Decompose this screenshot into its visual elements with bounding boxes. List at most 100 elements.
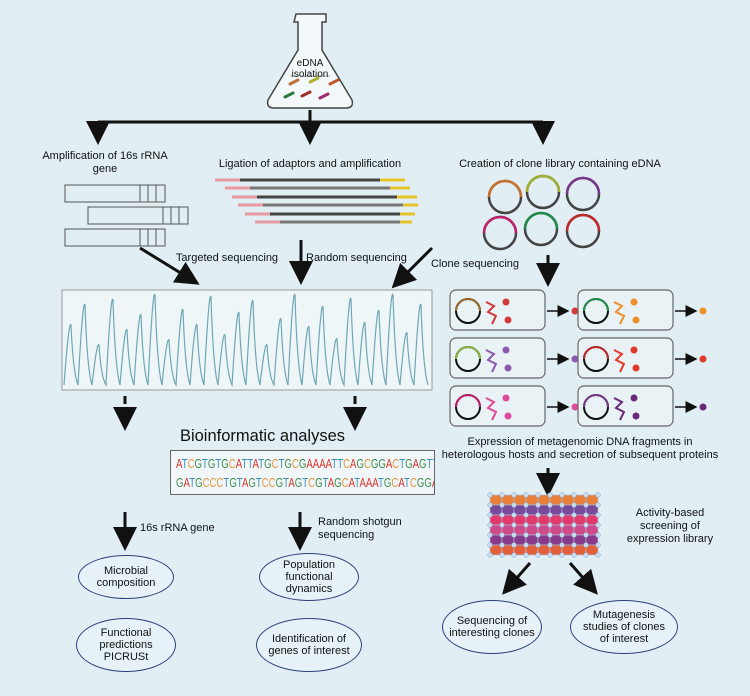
library-bead [535, 502, 541, 508]
dna-base: T [378, 475, 384, 490]
dna-base: T [241, 456, 248, 471]
dna-base: G [298, 456, 307, 471]
library-bead [523, 552, 529, 558]
dna-base: C [216, 475, 224, 490]
16s-branch-label: 16s rRNA gene [140, 522, 215, 534]
library-bead [559, 532, 565, 538]
library-bead [499, 522, 505, 528]
library-bead [547, 512, 553, 518]
library-bead [547, 542, 553, 548]
dna-base: T [404, 475, 410, 490]
dna-base: G [315, 475, 323, 490]
library-bead [535, 532, 541, 538]
dna-base: C [209, 475, 217, 490]
library-bead [595, 502, 601, 508]
dna-base: T [283, 475, 289, 490]
dna-base: T [215, 456, 222, 471]
dna-base: T [331, 456, 338, 471]
dashed-arrows [113, 396, 367, 431]
library-bead [559, 552, 565, 558]
library-bead [595, 492, 601, 498]
dna-base: G [275, 475, 284, 490]
dna-sequence-line-2: GATGCCCTGTAGTCCGTAGTCGTAGCATAAATGCATCGGA… [176, 473, 434, 492]
dna-base: T [302, 475, 309, 490]
library-bead [571, 502, 577, 508]
dna-base: G [378, 456, 386, 471]
dna-base: A [325, 456, 332, 471]
adaptor-ligated-reads [215, 178, 418, 224]
library-bead [499, 532, 505, 538]
library-bead [571, 512, 577, 518]
dna-base: T [337, 456, 344, 471]
library-bead [595, 522, 601, 528]
shotgun-branch-label: Random shotgun sequencing [318, 516, 402, 541]
library-bead [535, 492, 541, 498]
dna-base: G [221, 456, 229, 471]
library-bead [535, 512, 541, 518]
library-bead [511, 532, 517, 538]
dna-base: A [312, 456, 320, 471]
library-bead [547, 492, 553, 498]
library-bead [559, 542, 565, 548]
library-bead [511, 542, 517, 548]
dna-base: A [350, 456, 357, 471]
expression-library-grid [487, 492, 601, 558]
outcome-population-dynamics: Population functional dynamics [259, 553, 359, 601]
library-bead [595, 542, 601, 548]
library-bead [535, 522, 541, 528]
library-bead [559, 512, 565, 518]
library-well [585, 544, 599, 556]
dna-base: A [385, 456, 393, 471]
dna-base: A [398, 475, 405, 490]
clone-library-plasmids [482, 174, 601, 251]
dna-base: A [372, 475, 379, 490]
dna-base: T [236, 475, 242, 490]
outcome-genes-of-interest: Identification of genes of interest [256, 618, 362, 672]
library-bead [487, 502, 493, 508]
library-bead [559, 522, 565, 528]
library-bead [511, 492, 517, 498]
dna-base: C [392, 456, 400, 471]
dna-base: T [181, 456, 188, 471]
dna-base: C [308, 475, 316, 490]
screening-label: Activity-based screening of expression l… [626, 507, 714, 545]
library-bead [571, 552, 577, 558]
dna-base: C [261, 475, 269, 490]
dna-base: A [412, 456, 420, 471]
dna-base: C [268, 475, 276, 490]
host-cell [577, 289, 707, 331]
clone-library-label: Creation of clone library containing eDN… [459, 158, 661, 170]
library-bead [523, 502, 529, 508]
dna-base: G [294, 475, 303, 490]
rrna-gene-fragments [64, 184, 189, 247]
library-bead [547, 502, 553, 508]
host-cell [449, 289, 579, 331]
library-bead [571, 522, 577, 528]
library-bead [523, 512, 529, 518]
dna-base: C [271, 456, 279, 471]
dna-base: T [278, 456, 285, 471]
library-bead [499, 552, 505, 558]
library-bead [499, 542, 505, 548]
library-bead [523, 522, 529, 528]
dna-base: C [391, 475, 399, 490]
branch-connector [86, 110, 555, 145]
dna-base: T [399, 456, 406, 471]
bioinformatic-analyses-title: Bioinformatic analyses [179, 427, 346, 445]
expression-label: Expression of metagenomic DNA fragments … [441, 436, 719, 461]
lower-arrows [113, 468, 598, 595]
dna-sequence-box: ATCGTGTGCATTATGCTGCGAAAATTCAGCGGACTGAGTT… [170, 450, 435, 495]
dna-base: C [409, 475, 417, 490]
dna-base: G [424, 475, 432, 490]
dna-base: A [432, 475, 434, 490]
dna-sequence-line-1: ATCGTGTGCATTATGCTGCGAAAATTCAGCGGACTGAGTT [176, 454, 434, 473]
expression-host-cells [449, 289, 707, 427]
flask-label: eDNA isolation [291, 58, 329, 80]
library-bead [487, 522, 493, 528]
library-bead [487, 532, 493, 538]
dna-base: T [255, 475, 262, 490]
dna-base: G [416, 475, 425, 490]
random-sequencing-label: Random sequencing [306, 252, 407, 264]
library-bead [535, 542, 541, 548]
